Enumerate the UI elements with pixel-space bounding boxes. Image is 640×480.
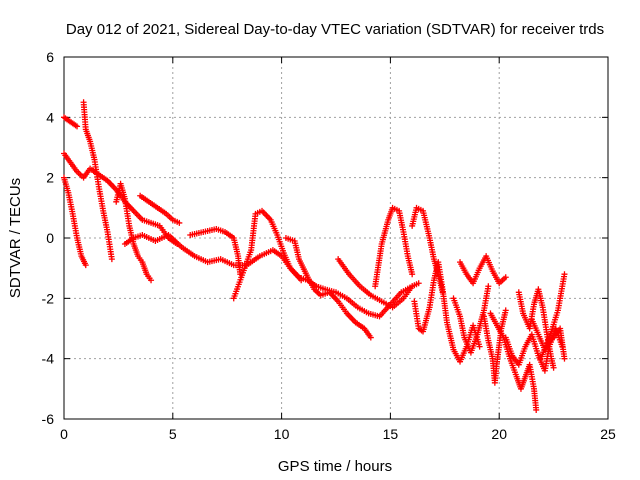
data-point bbox=[367, 334, 374, 341]
data-point bbox=[476, 343, 483, 350]
y-tick-label: 0 bbox=[46, 230, 54, 246]
x-tick-label: 10 bbox=[274, 426, 290, 442]
x-tick-label: 5 bbox=[169, 426, 177, 442]
data-point bbox=[409, 271, 416, 278]
y-tick-label: 4 bbox=[46, 109, 54, 125]
data-point bbox=[108, 256, 115, 263]
data-point bbox=[82, 262, 89, 269]
data-point bbox=[502, 274, 509, 281]
y-tick-label: -4 bbox=[42, 351, 55, 367]
data-point bbox=[298, 277, 305, 284]
grid-lines bbox=[64, 57, 608, 419]
y-tick-label: -6 bbox=[42, 411, 55, 427]
data-point bbox=[415, 280, 422, 287]
data-point bbox=[561, 271, 568, 278]
data-point bbox=[550, 364, 557, 371]
y-tick-label: 2 bbox=[46, 170, 54, 186]
data-point bbox=[485, 283, 492, 290]
x-tick-label: 20 bbox=[491, 426, 507, 442]
y-axis-label: SDTVAR / TECUs bbox=[7, 178, 24, 298]
x-tick-label: 0 bbox=[60, 426, 68, 442]
data-point bbox=[148, 277, 155, 284]
x-tick-label: 15 bbox=[383, 426, 399, 442]
data-point bbox=[561, 355, 568, 362]
x-tick-label: 25 bbox=[600, 426, 616, 442]
x-axis-label: GPS time / hours bbox=[278, 458, 392, 475]
data-point bbox=[533, 406, 540, 413]
data-series bbox=[61, 99, 568, 413]
data-point bbox=[502, 307, 509, 314]
data-point bbox=[74, 123, 81, 130]
y-tick-label: 6 bbox=[46, 49, 54, 65]
data-point bbox=[409, 283, 416, 290]
x-axis: 0 5 10 15 20 25 bbox=[60, 57, 616, 442]
y-axis: -6 -4 -2 0 2 4 6 bbox=[42, 49, 608, 427]
chart-title: Day 012 of 2021, Sidereal Day-to-day VTE… bbox=[66, 21, 604, 38]
data-point bbox=[176, 219, 183, 226]
y-tick-label: -2 bbox=[42, 290, 55, 306]
